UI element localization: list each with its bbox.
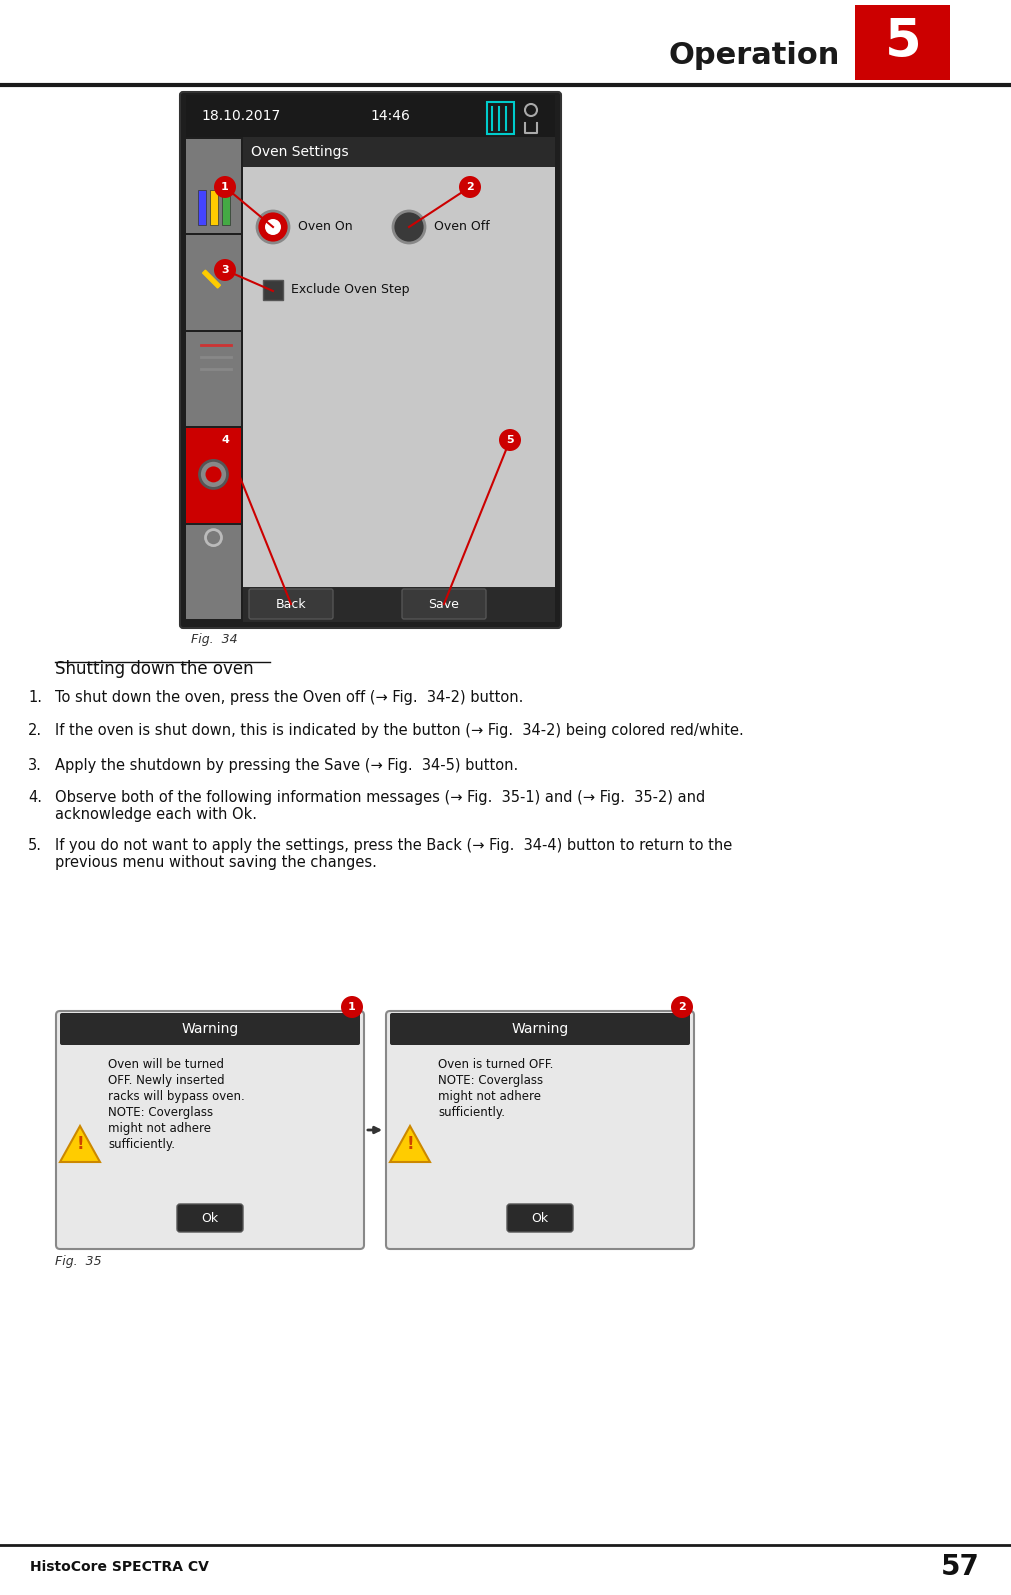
Text: Ok: Ok [532, 1212, 549, 1225]
Text: Oven On: Oven On [298, 220, 353, 233]
FancyBboxPatch shape [177, 1204, 243, 1231]
FancyBboxPatch shape [56, 1011, 364, 1249]
Bar [186, 139, 241, 233]
Circle shape [393, 211, 425, 242]
Circle shape [671, 995, 693, 1018]
Text: Oven is turned OFF.: Oven is turned OFF. [438, 1057, 553, 1070]
Text: Operation: Operation [668, 40, 840, 70]
Text: sufficiently.: sufficiently. [108, 1137, 175, 1152]
Text: racks will bypass oven.: racks will bypass oven. [108, 1089, 245, 1104]
Text: 4: 4 [221, 435, 228, 445]
Text: Fig.  34: Fig. 34 [191, 633, 238, 646]
Text: 5: 5 [885, 16, 921, 69]
Text: Observe both of the following information messages (→ Fig.  35-1) and (→ Fig.  3: Observe both of the following informatio… [55, 790, 706, 823]
Text: Fig.  35: Fig. 35 [55, 1255, 102, 1268]
Text: Oven will be turned: Oven will be turned [108, 1057, 224, 1070]
Text: Oven Settings: Oven Settings [251, 145, 349, 160]
Text: 3: 3 [221, 265, 228, 274]
Text: To shut down the oven, press the Oven off (→ Fig.  34-2) button.: To shut down the oven, press the Oven of… [55, 691, 524, 705]
Circle shape [205, 466, 221, 482]
Circle shape [459, 175, 481, 198]
Bar [210, 190, 218, 225]
Text: If the oven is shut down, this is indicated by the button (→ Fig.  34-2) being c: If the oven is shut down, this is indica… [55, 723, 744, 738]
FancyBboxPatch shape [855, 5, 950, 80]
FancyBboxPatch shape [390, 1013, 690, 1045]
Text: Exclude Oven Step: Exclude Oven Step [291, 284, 409, 297]
Circle shape [257, 211, 289, 242]
Text: might not adhere: might not adhere [108, 1121, 211, 1136]
Text: Back: Back [276, 598, 306, 611]
Text: NOTE: Coverglass: NOTE: Coverglass [438, 1073, 543, 1088]
Text: 1: 1 [221, 182, 228, 191]
Bar [186, 96, 555, 137]
Text: 14:46: 14:46 [371, 108, 410, 123]
FancyBboxPatch shape [180, 93, 561, 628]
Text: 1.: 1. [28, 691, 42, 705]
Text: 4.: 4. [28, 790, 42, 805]
Bar [186, 427, 241, 523]
Circle shape [341, 995, 363, 1018]
Circle shape [214, 258, 236, 281]
Circle shape [214, 429, 236, 451]
Text: 5: 5 [507, 435, 514, 445]
Circle shape [265, 219, 281, 234]
Text: If you do not want to apply the settings, press the Back (→ Fig.  34-4) button t: If you do not want to apply the settings… [55, 837, 732, 871]
Bar [186, 525, 241, 619]
Bar [186, 236, 241, 330]
Bar [243, 587, 555, 622]
Text: Apply the shutdown by pressing the Save (→ Fig.  34-5) button.: Apply the shutdown by pressing the Save … [55, 758, 519, 774]
Text: 3.: 3. [28, 758, 42, 774]
Bar [243, 137, 555, 167]
FancyBboxPatch shape [402, 589, 486, 619]
Circle shape [499, 429, 521, 451]
FancyBboxPatch shape [507, 1204, 573, 1231]
Text: !: ! [406, 1136, 413, 1153]
Circle shape [199, 461, 227, 488]
Bar [222, 190, 229, 225]
Text: NOTE: Coverglass: NOTE: Coverglass [108, 1105, 213, 1120]
Circle shape [214, 175, 236, 198]
Text: Save: Save [429, 598, 459, 611]
Bar [263, 281, 283, 300]
Polygon shape [390, 1126, 430, 1163]
FancyBboxPatch shape [386, 1011, 694, 1249]
Bar [198, 190, 206, 225]
FancyBboxPatch shape [60, 1013, 360, 1045]
Text: 2: 2 [466, 182, 474, 191]
Text: Warning: Warning [181, 1022, 239, 1037]
Polygon shape [60, 1126, 100, 1163]
Bar [243, 167, 555, 619]
FancyBboxPatch shape [249, 589, 333, 619]
Text: Oven Off: Oven Off [434, 220, 489, 233]
Text: HistoCore SPECTRA CV: HistoCore SPECTRA CV [30, 1560, 209, 1574]
Text: Shutting down the oven: Shutting down the oven [55, 660, 254, 678]
Bar [186, 332, 241, 426]
Text: 2.: 2. [28, 723, 42, 738]
Text: 18.10.2017: 18.10.2017 [201, 108, 280, 123]
Text: Ok: Ok [201, 1212, 218, 1225]
Text: 1: 1 [348, 1002, 356, 1011]
Text: 2: 2 [678, 1002, 685, 1011]
Text: might not adhere: might not adhere [438, 1089, 541, 1104]
Text: 5.: 5. [28, 837, 42, 853]
Text: Warning: Warning [512, 1022, 568, 1037]
Text: OFF. Newly inserted: OFF. Newly inserted [108, 1073, 224, 1088]
Text: 57: 57 [941, 1554, 980, 1581]
FancyArrow shape [202, 270, 220, 289]
Text: !: ! [76, 1136, 84, 1153]
Text: sufficiently.: sufficiently. [438, 1105, 506, 1120]
